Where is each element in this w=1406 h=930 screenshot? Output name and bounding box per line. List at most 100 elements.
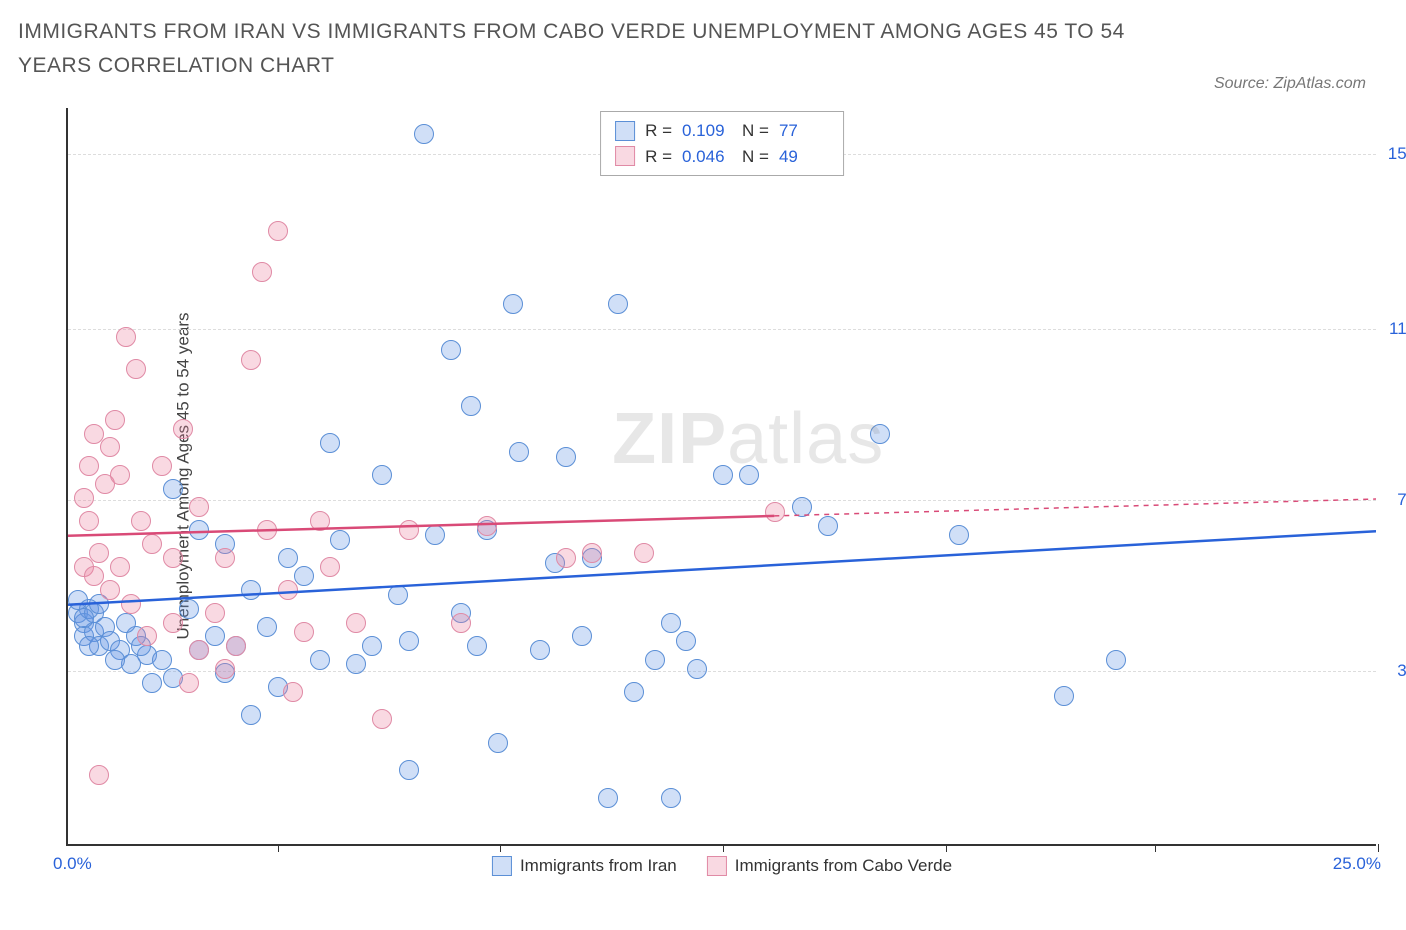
y-axis-label: Unemployment Among Ages 45 to 54 years	[173, 313, 193, 640]
data-point	[189, 520, 209, 540]
data-point	[110, 557, 130, 577]
data-point	[765, 502, 785, 522]
data-point	[441, 340, 461, 360]
gridline	[68, 671, 1376, 672]
data-point	[79, 456, 99, 476]
stats-legend-row: R =0.046N =49	[615, 144, 829, 170]
data-point	[257, 617, 277, 637]
data-point	[503, 294, 523, 314]
data-point	[226, 636, 246, 656]
stats-legend: R =0.109N =77R =0.046N =49	[600, 111, 844, 176]
data-point	[189, 497, 209, 517]
data-point	[461, 396, 481, 416]
data-point	[100, 580, 120, 600]
data-point	[105, 650, 125, 670]
data-point	[598, 788, 618, 808]
data-point	[661, 613, 681, 633]
data-point	[294, 622, 314, 642]
data-point	[624, 682, 644, 702]
x-tick	[723, 844, 724, 852]
data-point	[556, 447, 576, 467]
data-point	[137, 626, 157, 646]
x-axis-min-label: 0.0%	[53, 854, 92, 874]
data-point	[131, 511, 151, 531]
plot-area: Unemployment Among Ages 45 to 54 years 3…	[66, 108, 1376, 846]
data-point	[205, 603, 225, 623]
data-point	[572, 626, 592, 646]
data-point	[346, 613, 366, 633]
data-point	[530, 640, 550, 660]
data-point	[142, 673, 162, 693]
source-attribution: Source: ZipAtlas.com	[1214, 75, 1366, 93]
data-point	[205, 626, 225, 646]
data-point	[179, 599, 199, 619]
data-point	[467, 636, 487, 656]
data-point	[372, 709, 392, 729]
data-point	[89, 543, 109, 563]
data-point	[388, 585, 408, 605]
data-point	[142, 534, 162, 554]
data-point	[346, 654, 366, 674]
data-point	[451, 613, 471, 633]
data-point	[163, 548, 183, 568]
data-point	[163, 479, 183, 499]
data-point	[556, 548, 576, 568]
data-point	[278, 580, 298, 600]
x-tick	[1378, 844, 1379, 852]
y-tick-label: 7.5%	[1381, 490, 1406, 510]
data-point	[661, 788, 681, 808]
data-point	[152, 650, 172, 670]
data-point	[414, 124, 434, 144]
data-point	[1054, 686, 1074, 706]
data-point	[1106, 650, 1126, 670]
data-point	[687, 659, 707, 679]
x-tick	[946, 844, 947, 852]
x-tick	[278, 844, 279, 852]
data-point	[241, 350, 261, 370]
stats-legend-row: R =0.109N =77	[615, 118, 829, 144]
data-point	[116, 613, 136, 633]
data-point	[105, 410, 125, 430]
data-point	[79, 636, 99, 656]
data-point	[126, 359, 146, 379]
data-point	[241, 705, 261, 725]
series-legend-item: Immigrants from Cabo Verde	[707, 856, 952, 876]
data-point	[215, 659, 235, 679]
data-point	[100, 437, 120, 457]
data-point	[173, 419, 193, 439]
data-point	[268, 221, 288, 241]
data-point	[310, 511, 330, 531]
data-point	[488, 733, 508, 753]
data-point	[372, 465, 392, 485]
x-tick	[1155, 844, 1156, 852]
data-point	[425, 525, 445, 545]
data-point	[283, 682, 303, 702]
data-point	[310, 650, 330, 670]
x-tick	[500, 844, 501, 852]
data-point	[121, 594, 141, 614]
data-point	[399, 760, 419, 780]
data-point	[74, 488, 94, 508]
data-point	[362, 636, 382, 656]
data-point	[116, 327, 136, 347]
y-tick-label: 15.0%	[1381, 144, 1406, 164]
series-legend-item: Immigrants from Iran	[492, 856, 677, 876]
gridline	[68, 500, 1376, 501]
data-point	[152, 456, 172, 476]
data-point	[189, 640, 209, 660]
data-point	[399, 631, 419, 651]
y-tick-label: 3.8%	[1381, 661, 1406, 681]
data-point	[320, 433, 340, 453]
data-point	[634, 543, 654, 563]
data-point	[320, 557, 340, 577]
data-point	[215, 548, 235, 568]
data-point	[257, 520, 277, 540]
data-point	[241, 580, 261, 600]
data-point	[739, 465, 759, 485]
data-point	[713, 465, 733, 485]
gridline	[68, 329, 1376, 330]
data-point	[676, 631, 696, 651]
data-point	[818, 516, 838, 536]
chart-title: IMMIGRANTS FROM IRAN VS IMMIGRANTS FROM …	[18, 15, 1138, 82]
data-point	[252, 262, 272, 282]
